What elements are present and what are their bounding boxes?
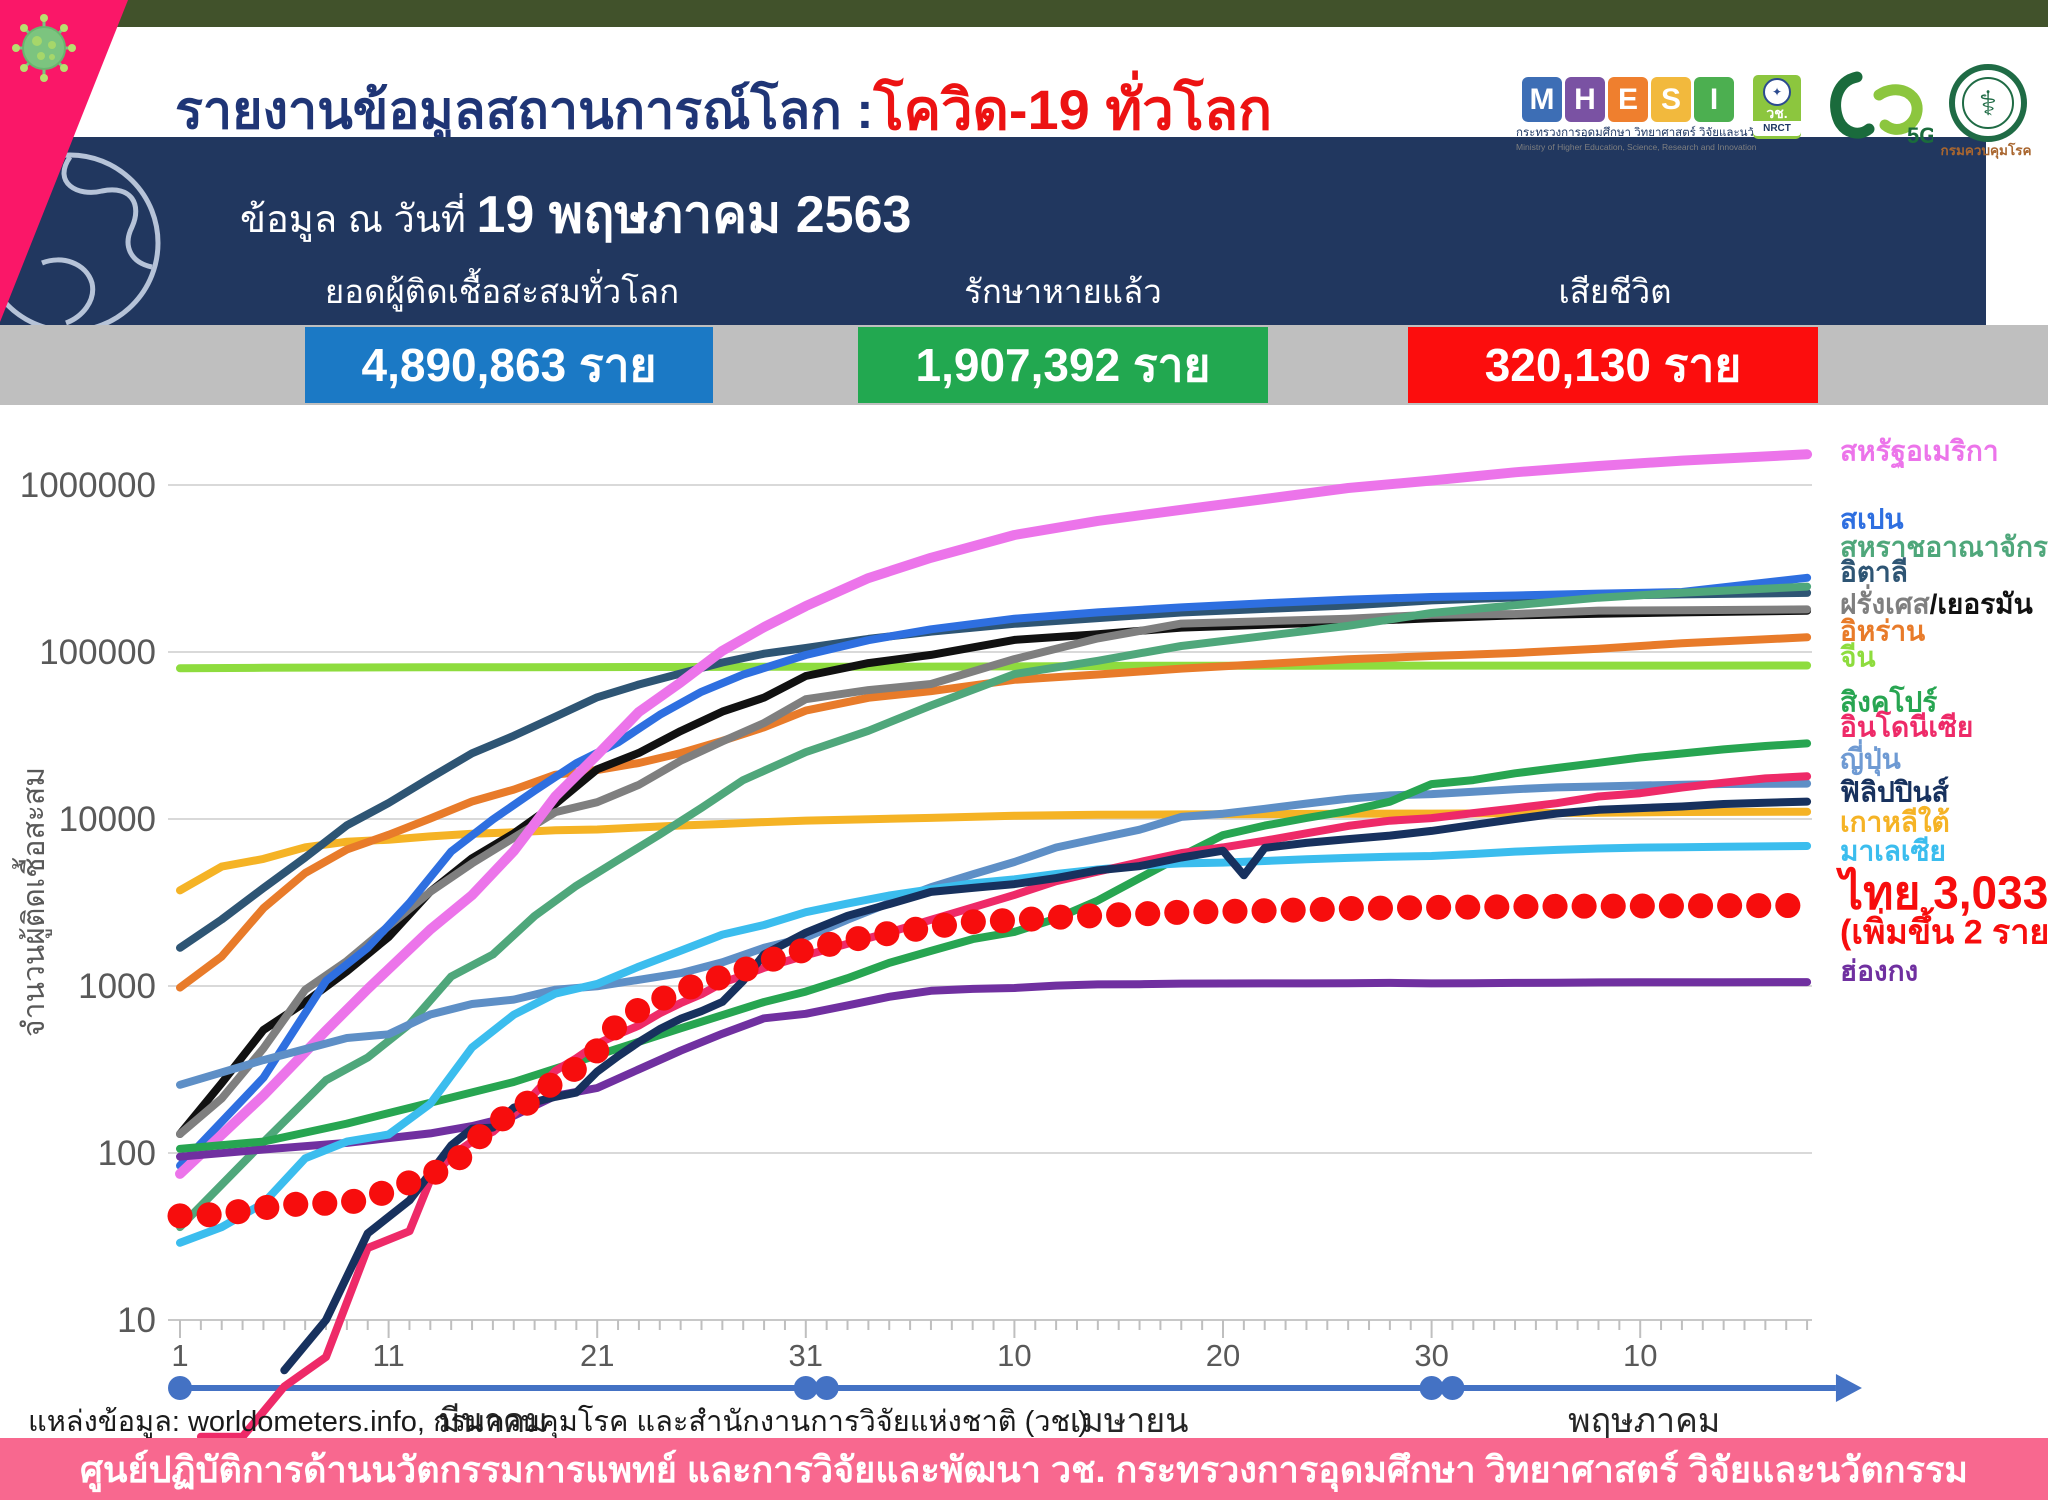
- nrct-logo: ✦ วช. NRCT: [1753, 75, 1801, 139]
- month-span-end-dot: [1419, 1376, 1444, 1400]
- series-line-italy: [176, 588, 1812, 952]
- month-span-start-dot: [1440, 1376, 1465, 1400]
- x-tick-day-10: 10: [1623, 1338, 1657, 1373]
- nrct-strip: NRCT: [1753, 121, 1801, 137]
- stat-value-recovered: 1,907,392 ราย: [858, 327, 1268, 403]
- legend-thailand-note: (เพิ่มขึ้น 2 ราย): [1840, 913, 2048, 952]
- x-tick-day-10: 10: [997, 1338, 1031, 1373]
- legend-part: ฝรั่งเศส: [1840, 588, 1930, 620]
- legend-italy: อิตาลี: [1840, 556, 1908, 588]
- legend-uk: สหราชอาณาจักร: [1840, 531, 2048, 563]
- footer-bar: ศูนย์ปฏิบัติการด้านนวัตกรรมการแพทย์ และก…: [0, 1438, 2048, 1500]
- virus-icon: [12, 14, 76, 82]
- x-tick-day-31: 31: [789, 1338, 823, 1373]
- series-line-uk: [176, 582, 1812, 1232]
- date-value: 19 พฤษภาคม 2563: [476, 186, 912, 244]
- date-banner-panel: ข้อมูล ณ วันที่ 19 พฤษภาคม 2563 ยอดผู้ติ…: [0, 137, 1986, 325]
- page-title-highlight: โควิด-19 ทั่วโลก: [873, 77, 1273, 141]
- date-line: ข้อมูล ณ วันที่ 19 พฤษภาคม 2563: [240, 172, 911, 255]
- legend-hong-kong: ฮ่องกง: [1840, 955, 1919, 987]
- series-line-singapore: [176, 739, 1812, 1153]
- month-span-start-dot: [168, 1376, 192, 1400]
- sixty-5g-label: 5G: [1907, 123, 1933, 148]
- legend-usa: สหรัฐอเมริกา: [1840, 435, 1999, 467]
- y-tick-100: 100: [98, 1134, 156, 1173]
- month-label-เมษายน: เมษายน: [1070, 1402, 1189, 1440]
- legend-malaysia: มาเลเซีย: [1840, 835, 1946, 867]
- series-line-spain: [176, 573, 1812, 1170]
- covid-line-chart: 1000000 100000 10000 1000 100 10 จำนวนผู้ติดเช…: [12, 449, 1862, 1440]
- series-line-germany: [176, 606, 1812, 1138]
- x-tick-day-20: 20: [1206, 1338, 1240, 1373]
- legend-philippines: ฟิลิปปินส์: [1840, 776, 1949, 808]
- series-line-japan: [176, 779, 1812, 1089]
- nrct-thai-label: วช.: [1766, 105, 1788, 121]
- mhesi-letter-m: M: [1522, 77, 1562, 122]
- legend-singapore: สิงคโปร์: [1840, 686, 1938, 718]
- legend-indonesia: อินโดนีเซีย: [1840, 711, 1974, 743]
- y-axis-title: จำนวนผู้ติดเชื้อสะสม: [12, 767, 52, 1037]
- stat-label-total-cases: ยอดผู้ติดเชื้อสะสมทั่วโลก: [324, 273, 680, 310]
- page-title: รายงานข้อมูลสถานการณ์โลก : โควิด-19 ทั่ว…: [175, 54, 1272, 164]
- legend-iran: อิหร่าน: [1840, 615, 1926, 647]
- x-tick-day-30: 30: [1414, 1338, 1448, 1373]
- legend-spain: สเปน: [1840, 503, 1904, 535]
- nrct-emblem-icon: ✦: [1763, 78, 1791, 106]
- stat-value-total-cases: 4,890,863 ราย: [305, 327, 713, 403]
- month-label-พฤษภาคม: พฤษภาคม: [1568, 1402, 1720, 1440]
- svg-text:⚕: ⚕: [1979, 85, 1997, 123]
- series-line-china: [176, 661, 1812, 673]
- legend-france-germany: ฝรั่งเศส/เยอรมัน: [1840, 588, 2033, 621]
- month-span-arrow: [1835, 1374, 1862, 1402]
- y-tick-10: 10: [117, 1301, 156, 1340]
- y-tick-1000000: 1000000: [20, 466, 156, 505]
- x-tick-day-1: 1: [171, 1338, 188, 1373]
- sixty-anniversary-5g-logo: 5G: [1830, 71, 1933, 148]
- x-tick-day-11: 11: [373, 1338, 405, 1373]
- title-band: รายงานข้อมูลสถานการณ์โลก : โควิด-19 ทั่ว…: [0, 27, 2048, 158]
- legend-japan: ญี่ปุ่น: [1840, 743, 1901, 775]
- mhesi-letter-e: E: [1608, 77, 1648, 122]
- source-line: แหล่งข้อมูล: worldometers.info, กรมควบคุ…: [28, 1406, 1088, 1438]
- date-prefix: ข้อมูล ณ วันที่: [240, 199, 477, 241]
- series-line-thailand: [167, 893, 1820, 1229]
- month-span-end-dot: [793, 1376, 818, 1400]
- footer-text: ศูนย์ปฏิบัติการด้านนวัตกรรมการแพทย์ และก…: [80, 1448, 1968, 1490]
- legend-part: /เยอรมัน: [1929, 588, 2033, 620]
- y-tick-10000: 10000: [59, 800, 156, 839]
- mhesi-letter-s: S: [1651, 77, 1691, 122]
- mhesi-english-caption: Ministry of Higher Education, Science, R…: [1516, 142, 1757, 152]
- legend-thailand-value: ไทย 3,033: [1840, 866, 2048, 919]
- series-line-malaysia: [176, 842, 1812, 1247]
- legend-china: จีน: [1840, 641, 1876, 673]
- y-tick-1000: 1000: [78, 967, 156, 1006]
- series-line-usa: [175, 449, 1813, 1179]
- ministry-of-public-health-logo: ⚕: [1949, 64, 2027, 142]
- pink-corner-wedge: [0, 0, 128, 322]
- mhesi-letter-h: H: [1565, 77, 1605, 122]
- nrct-english-label: NRCT: [1763, 123, 1791, 135]
- mhesi-thai-caption: กระทรวงการอุดมศึกษา วิทยาศาสตร์ วิจัยและ…: [1516, 127, 1789, 139]
- stat-label-deaths: เสียชีวิต: [1558, 273, 1672, 310]
- month-label-มีนาคม: มีนาคม: [438, 1402, 548, 1440]
- disease-control-dept-label: กรมควบคุมโรค: [1940, 143, 2032, 158]
- y-tick-100000: 100000: [39, 633, 156, 672]
- stat-label-recovered: รักษาหายแล้ว: [964, 273, 1162, 310]
- stat-value-deaths: 320,130 ราย: [1408, 327, 1818, 403]
- x-tick-day-21: 21: [580, 1338, 614, 1373]
- mhesi-letter-i: I: [1694, 77, 1734, 122]
- top-green-strip: [0, 0, 2048, 27]
- month-span-start-dot: [814, 1376, 839, 1400]
- page-title-prefix: รายงานข้อมูลสถานการณ์โลก :: [175, 81, 874, 140]
- legend-south-korea: เกาหลีใต้: [1840, 806, 1950, 838]
